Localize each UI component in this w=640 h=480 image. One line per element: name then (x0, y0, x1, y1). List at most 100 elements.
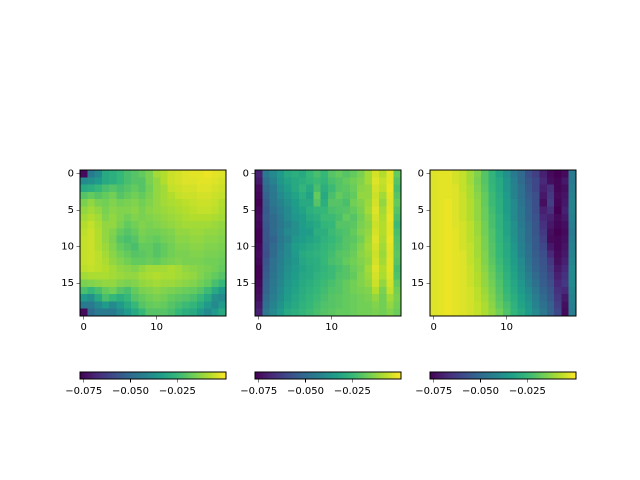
heatmap-cell (444, 177, 453, 185)
heatmap-cell (437, 228, 445, 236)
heatmap-cell (451, 191, 460, 200)
heatmap-cell (379, 257, 387, 266)
heatmap-cell (189, 228, 198, 236)
heatmap-cell (320, 184, 329, 193)
heatmap-cell (393, 272, 402, 280)
heatmap-cell (131, 301, 139, 309)
heatmap-cell (437, 272, 445, 280)
heatmap-cell (123, 170, 132, 178)
heatmap-cell (167, 191, 176, 200)
heatmap-cell (313, 301, 321, 309)
heatmap-cell (101, 191, 110, 200)
heatmap-cell (488, 199, 496, 207)
heatmap-cell (204, 235, 212, 244)
heatmap-cell (218, 243, 227, 251)
heatmap-cell (189, 308, 198, 317)
heatmap-cell (539, 206, 548, 215)
heatmap-cell (269, 199, 278, 207)
heatmap-cell (174, 279, 183, 288)
heatmap-cell (167, 235, 176, 244)
heatmap-cell (466, 257, 475, 266)
heatmap-cell (255, 250, 263, 258)
heatmap-cell (349, 191, 358, 200)
heatmap-cell (335, 221, 343, 229)
heatmap-cell (80, 308, 88, 317)
heatmap-cell (561, 257, 569, 266)
heatmap-cell (349, 257, 358, 266)
heatmap-cell (342, 213, 351, 222)
heatmap-cell (204, 206, 212, 215)
heatmap-cell (386, 272, 394, 280)
heatmap-cell (466, 221, 475, 229)
heatmap-cell (101, 199, 110, 207)
heatmap-cell (269, 250, 278, 258)
heatmap-cell (561, 191, 569, 200)
heatmap-cell (306, 301, 314, 309)
heatmap-cell (313, 257, 321, 266)
heatmap-cell (357, 250, 365, 258)
heatmap-cell (160, 286, 168, 295)
heatmap-cell (189, 235, 198, 244)
heatmap-cell (320, 301, 329, 309)
heatmap-cell (218, 177, 227, 185)
heatmap-cell (349, 206, 358, 215)
heatmap-cell (466, 170, 475, 178)
heatmap-cell (284, 257, 292, 266)
heatmap-cell (371, 243, 380, 251)
heatmap-cell (437, 257, 445, 266)
heatmap-cell (313, 191, 321, 200)
heatmap-cell (451, 250, 460, 258)
heatmap-cell (211, 243, 219, 251)
heatmap-cell (524, 177, 533, 185)
heatmap-cell (495, 170, 504, 178)
heatmap-cell (444, 206, 453, 215)
heatmap-cell (320, 170, 329, 178)
heatmap-cell (101, 286, 110, 295)
heatmap-cell (379, 279, 387, 288)
heatmap-cell (561, 286, 569, 295)
heatmap-cell (473, 243, 482, 251)
heatmap-cell (189, 250, 198, 258)
heatmap-cell (313, 228, 321, 236)
heatmap-cell (437, 199, 445, 207)
heatmap-cell (386, 191, 394, 200)
heatmap-cell (503, 286, 511, 295)
heatmap-cell (269, 170, 278, 178)
heatmap-cell (379, 250, 387, 258)
heatmap-cell (87, 257, 95, 266)
heatmap-cell (306, 235, 314, 244)
heatmap-cell (131, 257, 139, 266)
heatmap-cell (532, 228, 540, 236)
heatmap-cell (153, 294, 161, 302)
heatmap-cell (473, 228, 482, 236)
heatmap-cell (116, 294, 125, 302)
heatmap-cell (145, 206, 154, 215)
heatmap-cell (532, 308, 540, 317)
heatmap-cell (298, 301, 307, 309)
heatmap-cell (101, 250, 110, 258)
heatmap-cell (488, 272, 496, 280)
heatmap-cell (174, 199, 183, 207)
heatmap-cell (554, 294, 562, 302)
heatmap-cell (379, 286, 387, 295)
heatmap-cell (364, 221, 373, 229)
heatmap-cell (568, 250, 577, 258)
colorbar-tick-label: −0.025 (159, 386, 196, 397)
heatmap-cell (167, 257, 176, 266)
heatmap-cell (218, 184, 227, 193)
heatmap-cell (517, 206, 526, 215)
heatmap-cell (473, 235, 482, 244)
heatmap-cell (145, 264, 154, 273)
heatmap-cell (211, 279, 219, 288)
heatmap-cell (546, 308, 555, 317)
heatmap-cell (291, 228, 300, 236)
heatmap-cell (101, 206, 110, 215)
heatmap-cell (393, 250, 402, 258)
heatmap-cell (153, 308, 161, 317)
heatmap-cell (313, 177, 321, 185)
heatmap-cell (116, 235, 125, 244)
heatmap-cell (320, 235, 329, 244)
heatmap-cell (539, 228, 548, 236)
heatmap-cell (459, 170, 467, 178)
heatmap-cell (131, 170, 139, 178)
